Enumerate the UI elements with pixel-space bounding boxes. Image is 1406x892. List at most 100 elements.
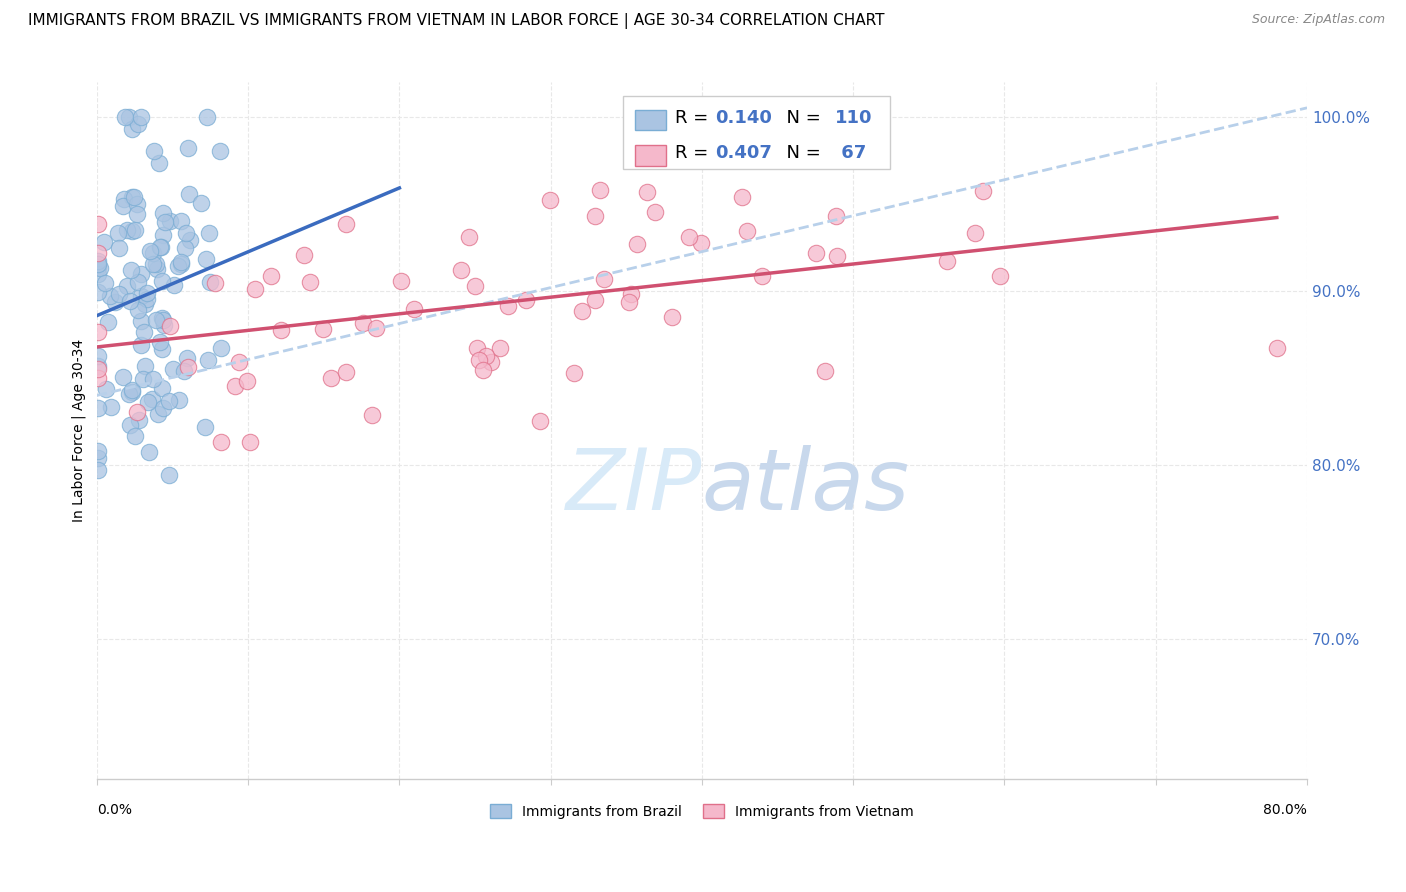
Point [124,428,146,442]
Point [352,316,374,330]
Point [145,312,167,326]
Point [159,214,181,228]
Point [87,371,110,385]
Point [115,279,138,293]
Point [127,303,149,318]
Point [179,234,201,248]
Point [87,245,110,260]
Point [731,190,754,204]
Point [120,417,142,432]
Bar [636,110,665,130]
Point [450,263,472,277]
Point [141,392,163,407]
Text: IMMIGRANTS FROM BRAZIL VS IMMIGRANTS FROM VIETNAM IN LABOR FORCE | AGE 30-34 COR: IMMIGRANTS FROM BRAZIL VS IMMIGRANTS FRO… [28,13,884,29]
Text: N =: N = [775,109,827,127]
Point [972,184,994,198]
Point [1265,341,1288,355]
Point [127,275,149,289]
Point [496,299,519,313]
Text: R =: R = [675,109,714,127]
Point [260,268,283,283]
Point [150,311,173,326]
Point [620,287,643,301]
Point [170,213,193,227]
Point [143,144,166,158]
Point [131,338,153,352]
Text: 0.0%: 0.0% [97,804,132,817]
Point [100,400,122,414]
Point [166,259,188,273]
Point [146,261,169,276]
Point [118,294,141,309]
Point [204,276,226,290]
Point [87,217,110,231]
Point [177,187,200,202]
Point [125,206,148,220]
Point [134,359,156,373]
Point [364,321,387,335]
FancyBboxPatch shape [623,95,890,169]
Point [112,199,135,213]
Point [589,183,612,197]
Point [159,319,181,334]
Point [529,414,551,428]
Text: Source: ZipAtlas.com: Source: ZipAtlas.com [1251,13,1385,27]
Point [132,372,155,386]
Point [389,274,412,288]
Point [121,385,143,400]
Point [129,314,152,328]
Point [162,362,184,376]
Text: 0.140: 0.140 [716,109,772,127]
Point [97,315,120,329]
Point [129,289,152,303]
Point [108,287,131,301]
Point [112,192,135,206]
Point [136,285,159,300]
Point [98,289,121,303]
Text: 110: 110 [835,109,873,127]
Point [592,272,614,286]
Point [129,110,152,124]
Point [538,193,561,207]
Point [142,246,165,260]
Point [124,223,146,237]
Point [87,325,110,339]
Point [96,383,118,397]
Point [636,185,658,199]
Point [150,240,173,254]
Point [153,215,176,229]
Point [167,393,190,408]
Point [129,267,152,281]
Point [176,360,198,375]
Point [87,463,110,477]
Point [87,444,110,458]
Point [198,226,221,240]
Text: 0.407: 0.407 [716,145,772,162]
Point [132,325,155,339]
Point [146,407,169,421]
Point [150,381,173,395]
Point [173,364,195,378]
Point [87,401,110,416]
Point [134,297,156,311]
Point [209,435,232,450]
Point [479,355,502,369]
Point [127,117,149,131]
Point [194,252,217,267]
Point [190,195,212,210]
Point [335,217,357,231]
Point [825,209,848,223]
Point [194,420,217,434]
Point [150,274,173,288]
Point [804,246,827,260]
Point [148,335,170,350]
Point [138,394,160,409]
Point [585,209,607,223]
Point [644,205,666,219]
Point [121,190,143,204]
Point [661,310,683,324]
Point [122,190,145,204]
Point [128,413,150,427]
Point [150,342,173,356]
Point [471,363,494,377]
